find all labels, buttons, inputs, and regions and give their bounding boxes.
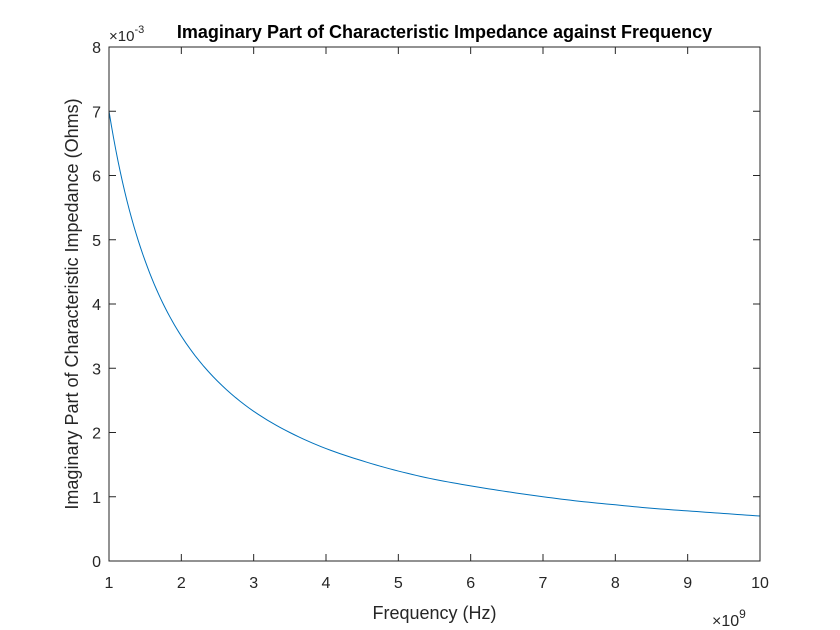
- series-line-0: [108, 111, 761, 517]
- plot-area: [109, 47, 760, 561]
- x-tick-label-5: 5: [394, 575, 403, 592]
- x-exponent-label: ×109: [712, 607, 746, 630]
- y-tick-label-1: 1: [92, 490, 101, 507]
- x-tick-label-7: 7: [539, 575, 548, 592]
- x-tick-label-8: 8: [611, 575, 620, 592]
- x-tick-label-6: 6: [466, 575, 475, 592]
- x-tick-label-4: 4: [322, 575, 331, 592]
- x-tick-label-10: 10: [751, 575, 769, 592]
- y-exponent-label: ×10-3: [109, 24, 144, 45]
- y-tick-label-8: 8: [92, 40, 101, 57]
- x-tick-label-3: 3: [249, 575, 258, 592]
- chart-title: Imaginary Part of Characteristic Impedan…: [177, 22, 712, 42]
- y-tick-label-2: 2: [92, 426, 101, 443]
- axes-box: [108, 46, 761, 562]
- y-tick-label-3: 3: [92, 361, 101, 378]
- y-tick-label-6: 6: [92, 169, 101, 186]
- x-tick-label-2: 2: [177, 575, 186, 592]
- x-tick-label-9: 9: [683, 575, 692, 592]
- y-tick-label-0: 0: [92, 554, 101, 571]
- x-axis-label: Frequency (Hz): [372, 603, 496, 623]
- y-axis-label: Imaginary Part of Characteristic Impedan…: [62, 98, 82, 509]
- y-tick-label-7: 7: [92, 104, 101, 121]
- x-tick-label-1: 1: [105, 575, 114, 592]
- y-tick-label-4: 4: [92, 297, 101, 314]
- y-tick-label-5: 5: [92, 233, 101, 250]
- series-lines: [108, 111, 761, 517]
